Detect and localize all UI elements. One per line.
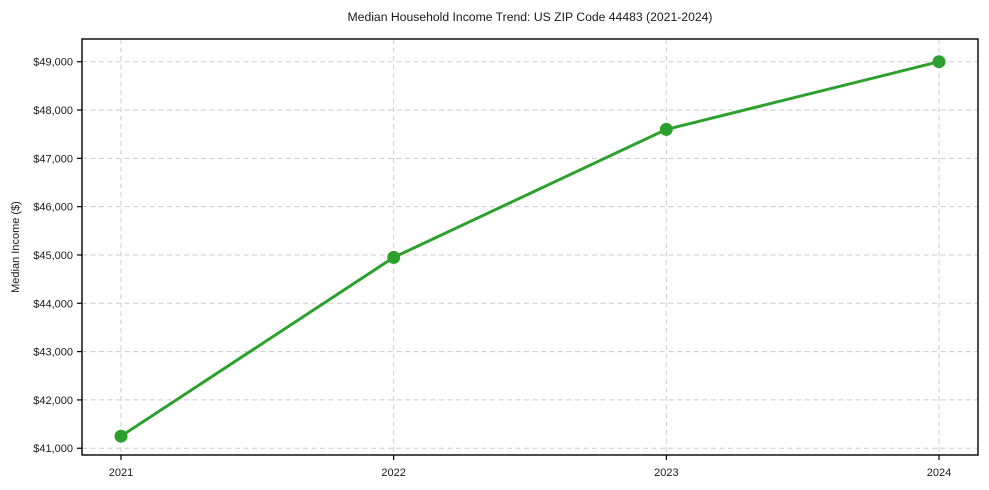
trend-line (119, 60, 941, 438)
data-point-marker (114, 429, 128, 443)
y-tick-label: $45,000 (33, 250, 73, 262)
data-point-marker (932, 55, 946, 69)
y-tick-label: $49,000 (33, 57, 73, 69)
chart-title: Median Household Income Trend: US ZIP Co… (348, 10, 713, 24)
data-point-marker (387, 250, 401, 264)
y-tick-label: $43,000 (33, 347, 73, 359)
y-axis-label: Median Income ($) (10, 201, 22, 293)
data-point-marker (659, 122, 673, 136)
y-tick-label: $47,000 (33, 153, 73, 165)
y-tick-label: $44,000 (33, 298, 73, 310)
y-tick-label: $46,000 (33, 202, 73, 214)
plot-border (81, 38, 979, 456)
y-tick-label: $48,000 (33, 105, 73, 117)
x-tick-label: 2023 (654, 467, 678, 479)
x-tick-label: 2021 (109, 467, 133, 479)
plot-area: $41,000 $42,000 $43,000 $44,000 $45,000 $46,0… (33, 38, 979, 479)
y-tick-label: $42,000 (33, 395, 73, 407)
y-tick-label: $41,000 (33, 443, 73, 455)
x-tick-label: 2024 (927, 467, 951, 479)
x-tick-label: 2022 (381, 467, 405, 479)
